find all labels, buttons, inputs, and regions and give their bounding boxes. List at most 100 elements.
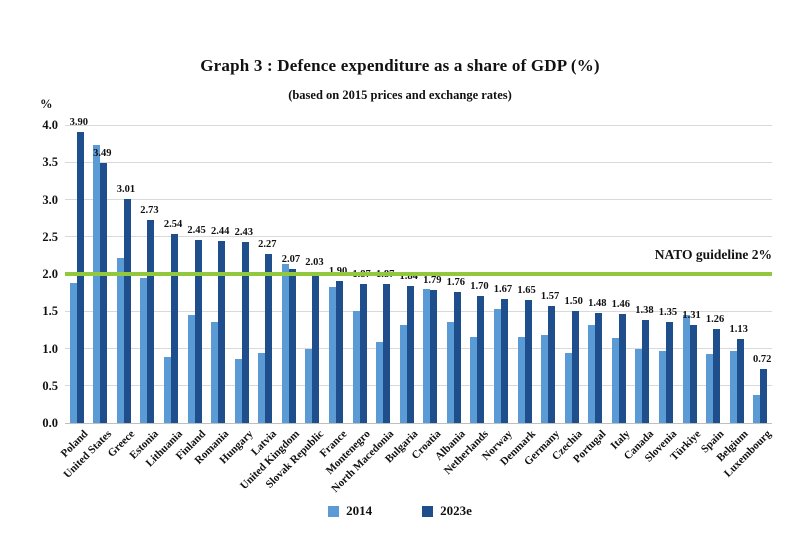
bar-2023e	[123, 198, 131, 423]
bar-2014	[164, 357, 172, 423]
bar-2014	[470, 337, 478, 423]
bar-group	[301, 271, 325, 423]
bar-group	[159, 233, 183, 423]
bar-2014	[69, 282, 77, 423]
y-axis-tick-label: 0.0	[42, 416, 58, 430]
value-label: 1.84	[399, 270, 418, 282]
value-label: 2.07	[281, 253, 301, 265]
bar-2014	[541, 335, 549, 423]
legend-label-2023e: 2023e	[440, 503, 472, 518]
bar-2023e	[336, 281, 343, 423]
bar-2014	[187, 314, 195, 423]
bar-2014	[352, 311, 360, 423]
bar-group	[419, 288, 443, 423]
bar-2023e	[689, 325, 697, 423]
bar-group	[489, 298, 513, 423]
bar-2023e	[595, 312, 603, 423]
bar-2023e	[241, 241, 249, 423]
bar-group	[536, 306, 560, 423]
y-axis-tick-label: 1.0	[42, 341, 58, 356]
bar-group	[183, 240, 207, 423]
bar-2023e	[194, 240, 202, 423]
value-label: 0.72	[753, 354, 772, 366]
bar-2014	[517, 336, 525, 423]
bar-group	[277, 263, 301, 423]
gridline	[65, 199, 772, 200]
bar-2014	[753, 394, 761, 423]
value-label: 3.49	[93, 147, 112, 159]
gridline	[65, 236, 772, 238]
gridline	[65, 310, 772, 312]
bar-2014	[329, 287, 336, 423]
chart-subtitle: (based on 2015 prices and exchange rates…	[288, 88, 512, 102]
bar-2014	[493, 309, 501, 423]
bar-group	[324, 281, 348, 423]
bar-2023e	[453, 291, 461, 423]
gridline	[65, 348, 772, 349]
bar-group	[230, 241, 254, 423]
y-axis-unit-label: %	[40, 97, 53, 111]
y-axis-tick-label: 3.5	[42, 155, 58, 170]
value-label: 1.48	[588, 297, 607, 309]
bar-group	[136, 219, 160, 423]
bar-group	[348, 283, 372, 423]
bar-group	[583, 312, 607, 423]
bar-2014	[376, 341, 384, 423]
bar-group	[466, 296, 490, 423]
bar-group	[254, 253, 278, 423]
value-label: 1.57	[540, 291, 560, 303]
legend-label-2014: 2014	[346, 503, 373, 518]
bar-2023e	[477, 296, 485, 423]
bar-group	[371, 283, 395, 423]
bar-group	[678, 314, 702, 423]
value-label: 1.90	[329, 266, 347, 277]
bar-group	[560, 311, 584, 423]
bar-2023e	[500, 298, 508, 423]
value-label: 1.67	[493, 283, 513, 295]
value-label: 1.13	[729, 323, 748, 335]
bar-2023e	[760, 369, 768, 423]
legend-swatch-2023e	[422, 505, 434, 517]
value-label: 2.43	[234, 226, 253, 238]
bar-group	[206, 241, 230, 423]
bar-2014	[682, 314, 690, 423]
bar-2023e	[642, 320, 650, 423]
y-axis-tick-label: 2.0	[42, 267, 58, 281]
bar-group	[65, 132, 89, 423]
bar-group	[748, 369, 772, 423]
gridline	[65, 385, 772, 387]
bar-2023e	[359, 283, 367, 423]
bar-2014	[446, 322, 454, 423]
bar-group	[725, 338, 749, 423]
bar-2014	[635, 348, 643, 423]
bar-2023e	[76, 132, 84, 423]
value-label: 2.03	[305, 256, 324, 268]
bar-2014	[305, 349, 313, 423]
bar-2014	[93, 145, 101, 423]
value-label: 1.26	[705, 314, 725, 326]
bar-2014	[281, 263, 289, 423]
y-axis-tick-label: 0.5	[42, 378, 58, 393]
value-label: 1.50	[564, 296, 583, 308]
legend-item-2023e: 2023e	[422, 503, 472, 519]
legend-swatch-2014	[328, 505, 340, 517]
bar-2014	[658, 350, 666, 423]
value-label: 3.90	[69, 117, 88, 129]
value-label: 1.79	[423, 274, 442, 286]
bar-2023e	[430, 289, 438, 423]
bar-group	[701, 329, 725, 423]
chart-title: Graph 3 : Defence expenditure as a share…	[200, 56, 600, 75]
value-label: 1.35	[658, 307, 678, 319]
bar-2014	[729, 350, 737, 423]
value-label: 1.65	[517, 285, 536, 297]
legend: 2014 2023e	[0, 503, 800, 519]
bar-2023e	[571, 311, 579, 423]
bar-2014	[234, 358, 242, 423]
bar-2023e	[736, 338, 744, 423]
bar-2023e	[406, 285, 414, 423]
bar-2014	[399, 325, 407, 423]
value-label: 2.27	[258, 238, 277, 250]
value-label: 2.54	[163, 218, 183, 230]
bar-2023e	[312, 271, 320, 423]
gridline	[65, 161, 772, 163]
